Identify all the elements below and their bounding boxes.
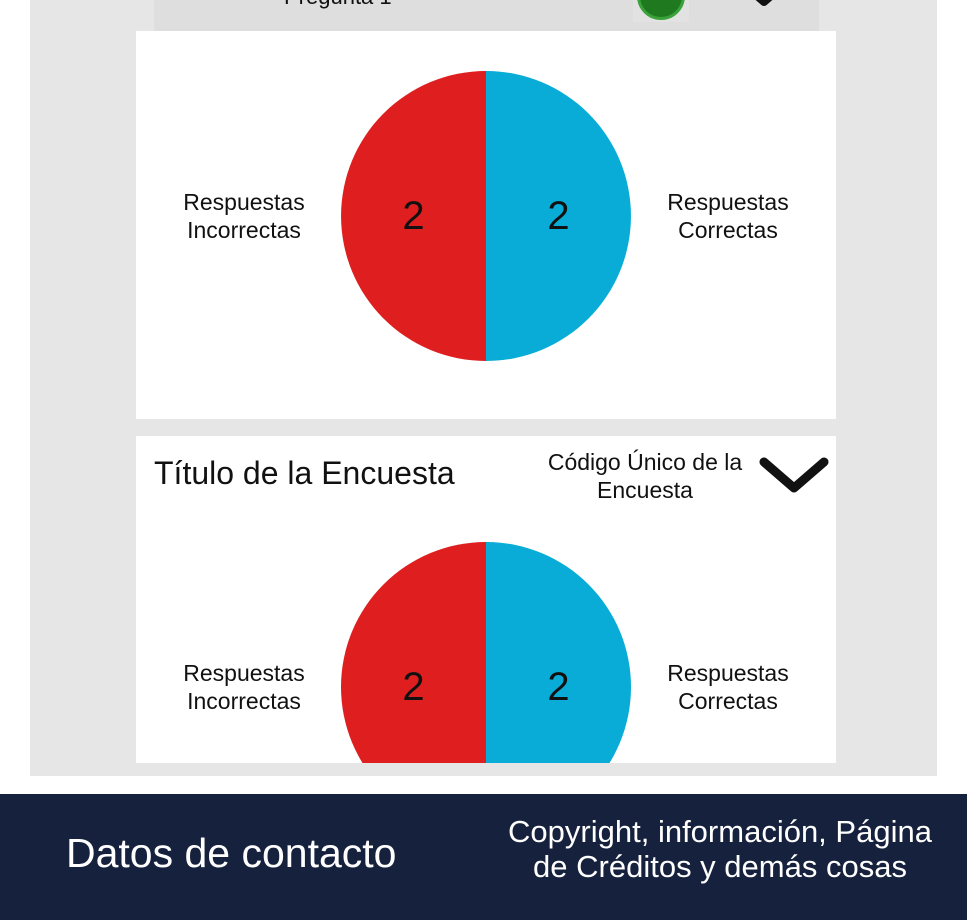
- pie-value-incorrect: 2: [402, 194, 424, 238]
- correct-badge: [633, 0, 689, 22]
- pie-value-correct: 2: [547, 665, 569, 709]
- survey-code: Código Único de la Encuesta: [547, 449, 743, 503]
- question-header[interactable]: Pregunta 1: [154, 0, 819, 31]
- incorrect-answers-label: Respuestas Incorrectas: [183, 660, 305, 714]
- survey-card: Título de la Encuesta Código Único de la…: [136, 436, 836, 763]
- chevron-down-icon[interactable]: [758, 454, 830, 498]
- question-title: Pregunta 1: [284, 0, 392, 10]
- survey-title: Título de la Encuesta: [154, 455, 455, 491]
- footer: Datos de contacto Copyright, información…: [0, 794, 967, 920]
- pie-chart: 22: [341, 71, 631, 361]
- chevron-down-icon[interactable]: [744, 0, 784, 12]
- correct-answers-label: Respuestas Correctas: [667, 189, 789, 243]
- pie-slice-incorrect: [341, 71, 486, 361]
- pie-slice-correct: [486, 71, 631, 361]
- pie-slice-incorrect: [341, 542, 486, 763]
- pie-slice-correct: [486, 542, 631, 763]
- contact-info[interactable]: Datos de contacto: [66, 830, 397, 876]
- pie-value-correct: 2: [547, 194, 569, 238]
- check-icon: [637, 0, 685, 20]
- correct-answers-label: Respuestas Correctas: [667, 660, 789, 714]
- copyright-info[interactable]: Copyright, información, Página de Crédit…: [508, 814, 932, 884]
- pie-chart: 22: [341, 542, 631, 763]
- incorrect-answers-label: Respuestas Incorrectas: [183, 189, 305, 243]
- pie-value-incorrect: 2: [402, 665, 424, 709]
